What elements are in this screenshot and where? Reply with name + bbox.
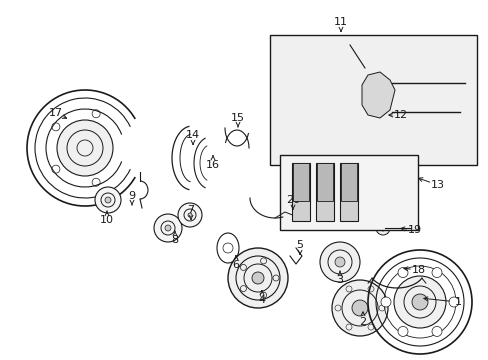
Circle shape [380,297,390,307]
Circle shape [57,120,113,176]
Circle shape [345,214,352,222]
Circle shape [305,99,310,105]
Bar [339,163,357,221]
Text: 11: 11 [333,17,347,27]
Text: 2: 2 [359,317,366,327]
Circle shape [164,225,171,231]
Circle shape [351,300,367,316]
Circle shape [187,213,192,217]
Text: 20: 20 [285,195,300,205]
Bar [316,163,332,201]
Text: 15: 15 [230,113,244,123]
Circle shape [334,257,345,267]
Text: 14: 14 [185,130,200,140]
Bar [340,163,356,201]
Circle shape [459,78,469,88]
Bar [291,163,309,221]
Circle shape [296,214,305,222]
Circle shape [227,248,287,308]
Circle shape [410,56,418,64]
Bar [351,78,360,133]
Polygon shape [361,72,394,118]
Circle shape [331,280,387,336]
Bar [315,163,333,221]
Circle shape [319,242,359,282]
Circle shape [154,214,182,242]
Circle shape [393,276,445,328]
Circle shape [411,294,427,310]
Text: 6: 6 [232,260,239,270]
Circle shape [293,88,321,116]
Bar [339,78,348,133]
Circle shape [320,214,328,222]
Circle shape [375,221,389,235]
Text: 18: 18 [411,265,425,275]
Bar [292,163,308,201]
Circle shape [397,267,407,278]
Text: 12: 12 [393,110,407,120]
Circle shape [431,267,441,278]
Bar [340,78,347,113]
Circle shape [454,107,464,117]
Circle shape [95,187,121,213]
Bar [280,155,417,230]
Text: 1: 1 [453,297,461,307]
Circle shape [397,327,407,337]
Text: 13: 13 [430,180,444,190]
Circle shape [431,327,441,337]
Text: 7: 7 [187,205,194,215]
Text: 8: 8 [171,235,178,245]
Text: 4: 4 [258,295,265,305]
Text: 10: 10 [100,215,114,225]
Text: 3: 3 [336,275,343,285]
Circle shape [294,85,301,91]
Circle shape [251,272,264,284]
Circle shape [342,38,352,48]
Text: 9: 9 [128,191,135,201]
Circle shape [284,74,311,102]
Text: 17: 17 [49,108,63,118]
Text: 16: 16 [205,160,220,170]
Circle shape [178,203,202,227]
Text: 5: 5 [296,240,303,250]
Circle shape [105,197,111,203]
Circle shape [448,297,458,307]
Text: 19: 19 [407,225,421,235]
Bar [269,35,476,165]
Bar [352,78,359,113]
